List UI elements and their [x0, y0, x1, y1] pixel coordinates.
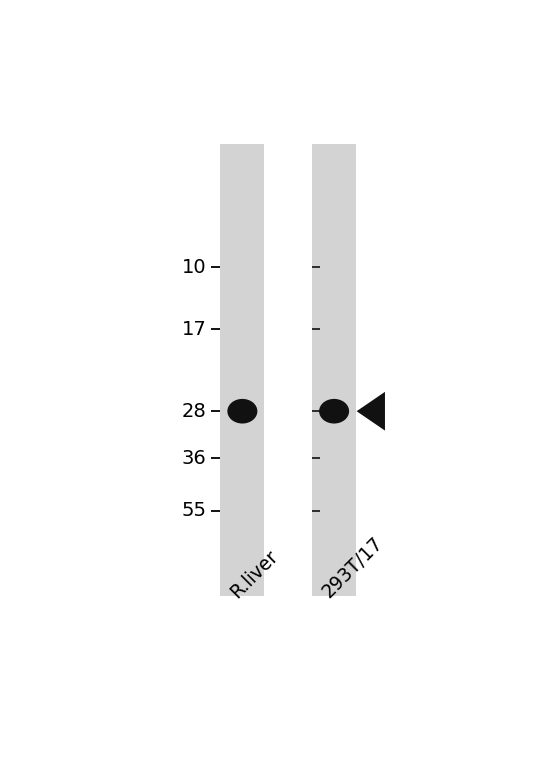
Text: R.liver: R.liver — [227, 546, 282, 602]
Text: 293T/17: 293T/17 — [318, 533, 387, 602]
Text: 55: 55 — [181, 501, 206, 520]
Polygon shape — [357, 392, 385, 431]
Text: 17: 17 — [181, 319, 206, 338]
Text: 36: 36 — [181, 449, 206, 468]
Text: 10: 10 — [182, 258, 206, 277]
Bar — [221, 144, 264, 596]
Text: 28: 28 — [181, 402, 206, 421]
Ellipse shape — [228, 399, 257, 424]
Bar — [312, 144, 356, 596]
Ellipse shape — [319, 399, 349, 424]
